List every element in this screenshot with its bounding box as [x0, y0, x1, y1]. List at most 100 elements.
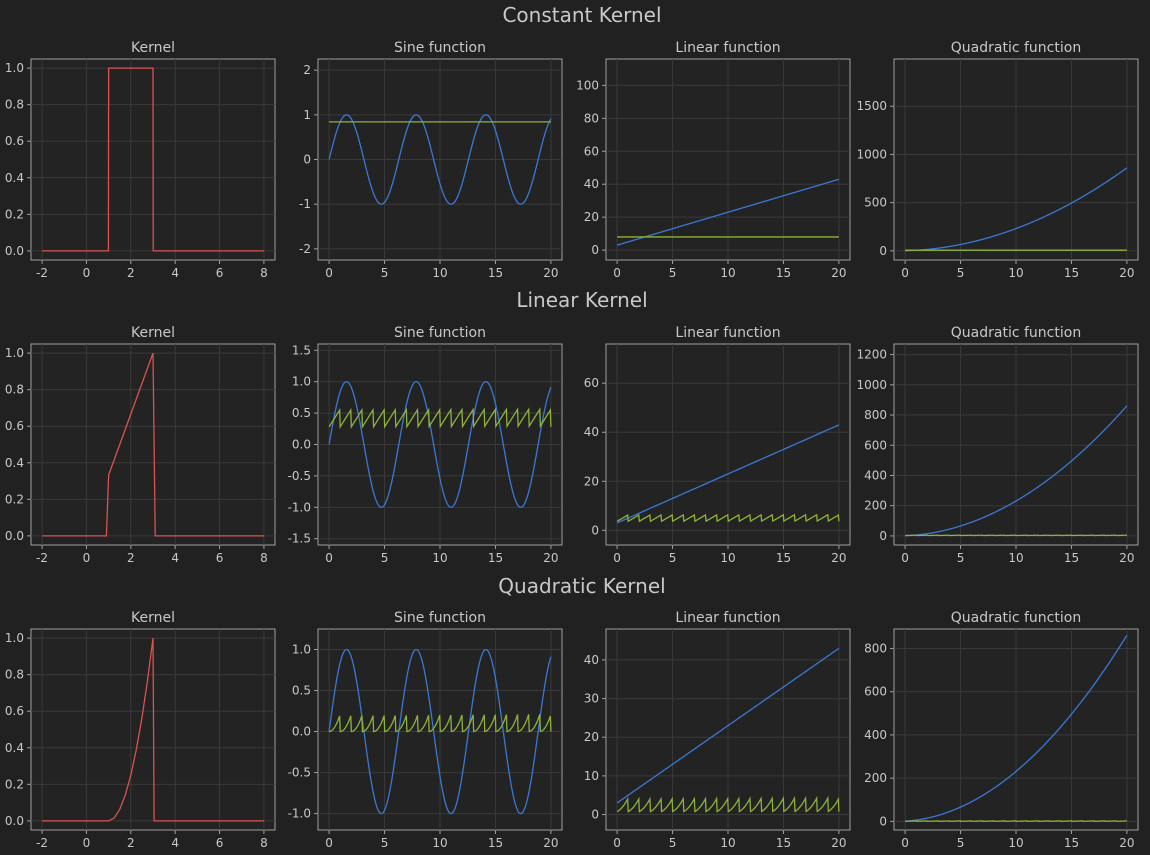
y-tick-label: 0.0 [292, 725, 311, 739]
subplot-title: Kernel [131, 325, 175, 341]
y-tick-label: 40 [584, 425, 599, 439]
y-tick-label: -1.0 [288, 500, 311, 514]
x-tick-label: 5 [669, 551, 677, 565]
x-tick-label: 0 [83, 836, 91, 850]
subplot-2-1: 0 5 10 15 20 -1.0 -0.5 0.0 0.5 1.0 Sine function [288, 610, 563, 850]
subplot-title: Quadratic function [951, 325, 1081, 341]
y-tick-label: -2 [299, 242, 311, 256]
y-tick-label: 0.0 [5, 814, 24, 828]
x-tick-label: 20 [831, 266, 846, 280]
x-tick-label: 0 [901, 836, 909, 850]
y-tick-label: 60 [584, 144, 599, 158]
y-tick-label: 0.5 [292, 684, 311, 698]
y-tick-label: 0.6 [5, 704, 24, 718]
x-tick-label: 0 [901, 551, 909, 565]
x-tick-label: 6 [216, 266, 224, 280]
y-tick-label: 0 [591, 243, 599, 257]
subplot-title: Sine function [394, 325, 486, 341]
y-tick-label: 0.2 [5, 777, 24, 791]
x-tick-label: 10 [432, 836, 447, 850]
y-tick-label: 40 [584, 653, 599, 667]
x-tick-label: 8 [260, 836, 268, 850]
y-tick-label: 400 [864, 728, 887, 742]
x-tick-label: -2 [36, 836, 48, 850]
y-tick-label: 0.0 [5, 244, 24, 258]
x-tick-label: 15 [776, 836, 791, 850]
x-tick-label: 15 [1064, 836, 1079, 850]
subplot-2-2: 0 5 10 15 20 0 10 20 30 40 Linear function [584, 610, 851, 850]
kernel-line [42, 638, 264, 822]
row-title-constant-kernel: Constant Kernel [502, 3, 661, 27]
x-tick-label: 5 [957, 551, 965, 565]
x-tick-label: 20 [543, 551, 558, 565]
subplot-1-2: 0 5 10 15 20 0 20 40 60 Linear function [584, 325, 851, 565]
x-tick-label: 15 [488, 551, 503, 565]
y-tick-label: 60 [584, 376, 599, 390]
x-tick-label: -2 [36, 266, 48, 280]
function-line [905, 634, 1128, 822]
x-tick-label: 0 [613, 266, 621, 280]
row-title-linear-kernel: Linear Kernel [516, 288, 647, 312]
function-line [616, 424, 840, 524]
function-line [905, 405, 1128, 537]
x-tick-label: 5 [381, 836, 389, 850]
function-line [328, 114, 552, 205]
y-tick-label: 0 [591, 523, 599, 537]
x-tick-label: 10 [432, 266, 447, 280]
y-tick-label: -0.5 [288, 766, 311, 780]
y-tick-label: 0.6 [5, 134, 24, 148]
x-tick-label: 0 [83, 266, 91, 280]
y-tick-label: 0.5 [292, 406, 311, 420]
y-tick-label: 20 [584, 474, 599, 488]
x-tick-label: 0 [325, 551, 333, 565]
y-tick-label: 1.0 [5, 61, 24, 75]
x-tick-label: 5 [957, 836, 965, 850]
y-tick-label: 600 [864, 438, 887, 452]
y-tick-label: 1.0 [5, 346, 24, 360]
function-line [328, 648, 552, 815]
x-tick-label: 4 [171, 551, 179, 565]
x-tick-label: 10 [720, 836, 735, 850]
y-tick-label: 1000 [856, 378, 887, 392]
y-tick-label: -1 [299, 197, 311, 211]
subplot-title: Linear function [675, 610, 780, 626]
x-tick-label: 6 [216, 551, 224, 565]
y-tick-label: 0 [879, 244, 887, 258]
y-tick-label: 1.5 [292, 343, 311, 357]
x-tick-label: 15 [1064, 266, 1079, 280]
y-tick-label: 0.0 [5, 529, 24, 543]
y-tick-label: 500 [864, 196, 887, 210]
kernel-line [42, 67, 264, 252]
y-tick-label: 10 [584, 769, 599, 783]
x-tick-label: 10 [720, 266, 735, 280]
y-tick-label: 0 [591, 808, 599, 822]
x-tick-label: 10 [1008, 836, 1023, 850]
y-tick-label: 1.0 [292, 375, 311, 389]
x-tick-label: 20 [831, 551, 846, 565]
x-tick-label: 2 [127, 551, 135, 565]
subplot-title: Sine function [394, 610, 486, 626]
x-tick-label: 2 [127, 266, 135, 280]
y-tick-label: 800 [864, 408, 887, 422]
x-tick-label: 20 [1119, 266, 1134, 280]
function-line [905, 167, 1128, 252]
x-tick-label: 15 [1064, 551, 1079, 565]
row-title-quadratic-kernel: Quadratic Kernel [498, 574, 665, 598]
subplot-title: Linear function [675, 325, 780, 341]
function-line [616, 647, 840, 804]
kernel-line [42, 352, 264, 537]
x-tick-label: 10 [432, 551, 447, 565]
subplot-1-1: 0 5 10 15 20 -1.5 -1.0 -0.5 0.0 0.5 1.0 1.5 Sine fun… [288, 325, 563, 565]
y-tick-label: 800 [864, 641, 887, 655]
convolved-line [616, 795, 840, 813]
x-tick-label: 0 [613, 551, 621, 565]
subplot-title: Quadratic function [951, 40, 1081, 56]
x-tick-label: 15 [776, 266, 791, 280]
convolved-line [329, 714, 552, 733]
function-line [328, 381, 552, 508]
x-tick-label: 20 [1119, 836, 1134, 850]
convolved-line [328, 407, 552, 429]
y-tick-label: 0.4 [5, 171, 24, 185]
